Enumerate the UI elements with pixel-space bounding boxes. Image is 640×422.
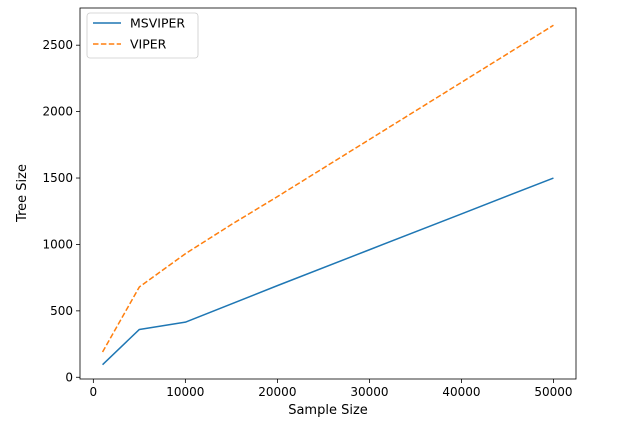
series-line-msviper xyxy=(102,177,554,366)
x-tick-label: 50000 xyxy=(534,385,572,399)
x-tick-label: 10000 xyxy=(166,385,204,399)
y-tick-label: 1000 xyxy=(42,237,73,251)
series-line-viper xyxy=(101,24,554,353)
y-axis-ticks: 0 500 1000 1500 2000 2500 xyxy=(42,38,80,384)
plot-area xyxy=(101,24,554,366)
y-tick-label: 2000 xyxy=(42,105,73,119)
x-axis-label: Sample Size xyxy=(288,403,368,418)
legend-box xyxy=(86,12,199,59)
series-layer xyxy=(101,24,554,366)
y-tick-label: 0 xyxy=(65,370,73,384)
x-tick-label: 0 xyxy=(90,385,98,399)
y-axis-label: Tree Size xyxy=(15,164,30,223)
legend-label-msviper: MSVIPER xyxy=(130,16,185,31)
y-tick-label: 500 xyxy=(50,304,73,318)
legend: MSVIPER VIPER xyxy=(86,12,199,59)
axes-frame xyxy=(79,7,577,380)
y-tick-label: 2500 xyxy=(42,38,73,52)
x-axis-ticks: 0 10000 20000 30000 40000 50000 xyxy=(90,379,573,399)
x-tick-label: 40000 xyxy=(442,385,480,399)
legend-label-viper: VIPER xyxy=(130,37,167,52)
x-tick-label: 30000 xyxy=(350,385,388,399)
y-tick-label: 1500 xyxy=(42,171,73,185)
x-tick-label: 20000 xyxy=(258,385,296,399)
